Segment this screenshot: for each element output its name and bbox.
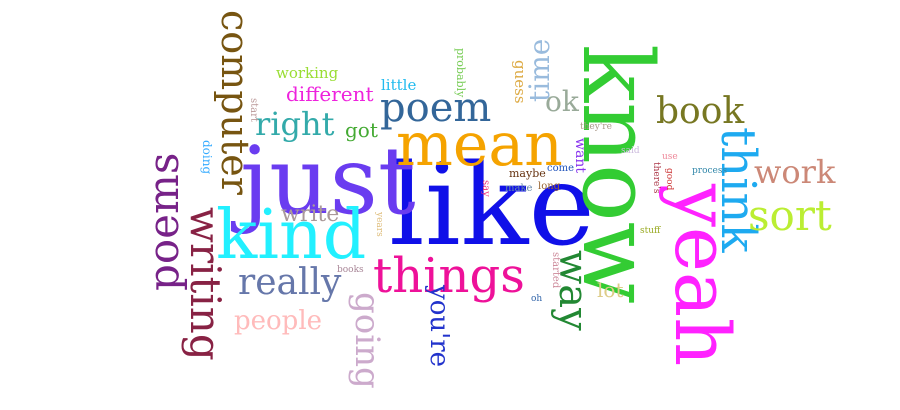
word-stuff: stuff [640, 226, 661, 236]
word-things: things [373, 248, 525, 304]
word-want: want [572, 138, 588, 173]
word-people: people [234, 306, 323, 336]
word-good: good [664, 168, 674, 191]
word-really: really [238, 262, 342, 303]
word-make: make [505, 183, 533, 194]
word-working: working [276, 64, 339, 82]
word-start: start [248, 98, 259, 122]
word-come: come [547, 163, 575, 174]
word-say: say [480, 180, 491, 197]
word-work: work [754, 153, 836, 191]
word-going: going [347, 292, 387, 389]
word-book: book [656, 91, 745, 132]
word-oh: oh [531, 294, 543, 304]
word-started: started [550, 252, 561, 289]
word-theres: there's [651, 162, 661, 194]
word-long: long [538, 181, 561, 192]
word-got: got [345, 118, 378, 142]
word-years: years [374, 212, 384, 237]
word-process: process [692, 166, 728, 176]
word-little: little [381, 76, 417, 94]
word-youre: you're [424, 285, 454, 368]
word-kind: kind [216, 196, 367, 275]
word-use: use [662, 152, 678, 162]
word-write: write [281, 202, 340, 227]
word-like: like [389, 141, 595, 271]
word-sort: sort [748, 191, 832, 240]
word-books: books [337, 265, 364, 275]
word-writing: writing [181, 207, 230, 361]
word-poems: poems [139, 152, 188, 291]
word-poem: poem [380, 85, 492, 131]
word-maybe: maybe [509, 167, 546, 180]
word-doing: doing [200, 140, 214, 175]
word-guess: guess [511, 60, 529, 104]
word-mean: mean [396, 110, 563, 180]
word-right: right [255, 105, 335, 143]
word-probably: probably [454, 48, 467, 98]
word-ok: ok [545, 85, 579, 118]
word-different: different [286, 82, 374, 106]
word-lot: lot [597, 278, 624, 302]
word-said: said [621, 146, 640, 156]
word-just: just [240, 127, 416, 236]
word-theyre: they're [580, 122, 612, 132]
